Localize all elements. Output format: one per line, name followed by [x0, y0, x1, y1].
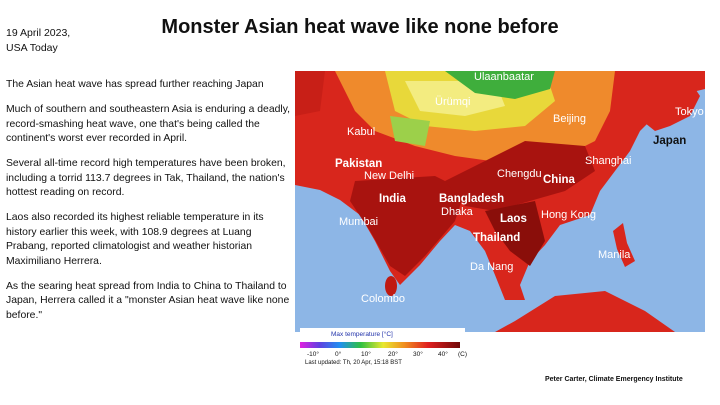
map-label: Pakistan — [335, 158, 382, 170]
map-label: Laos — [500, 213, 527, 225]
map-label: Colombo — [361, 293, 405, 305]
map-label: Manila — [598, 249, 631, 261]
map-label: Ulaanbaatar — [474, 71, 534, 83]
map-label: Beijing — [553, 113, 586, 125]
credit: Peter Carter, Climate Emergency Institut… — [545, 376, 683, 383]
map-label: Bangladesh — [439, 193, 504, 205]
legend-colorbar — [300, 342, 460, 348]
source: USA Today — [6, 42, 58, 54]
map-label: Shanghai — [585, 155, 632, 167]
legend-title: Max temperature [°C] — [331, 330, 393, 338]
color-legend: Max temperature [°C] -10° 0° 10° 20° 30° 40° (… — [300, 328, 467, 368]
map-label: Chengdu — [497, 168, 542, 180]
paragraph: Laos also recorded its highest reliable … — [6, 212, 264, 267]
paragraph: As the searing heat spread from India to… — [6, 280, 290, 321]
map-label: Kabul — [347, 126, 375, 138]
map-area — [295, 71, 705, 332]
map-label: China — [543, 174, 576, 186]
map-label: Hong Kong — [541, 209, 596, 221]
date: 19 April 2023, — [6, 27, 71, 39]
legend-tick: (C) — [458, 351, 467, 358]
map-label: India — [379, 193, 406, 205]
legend-updated: Last updated: Th, 20 Apr, 15:18 BST — [305, 360, 402, 366]
body-text: The Asian heat wave has spread further r… — [6, 78, 291, 334]
map-label: Da Nang — [470, 261, 513, 273]
map-label: Tokyo — [675, 106, 704, 118]
map-label: Mumbai — [339, 216, 378, 228]
map-label: Dhaka — [441, 206, 474, 218]
paragraph: The Asian heat wave has spread further r… — [6, 79, 264, 90]
paragraph: Several all-time record high temperature… — [6, 158, 286, 198]
map-label: Thailand — [473, 232, 520, 244]
legend-tick: 40° — [438, 350, 448, 358]
legend-tick: 0° — [335, 350, 342, 358]
legend-tick: 30° — [413, 350, 423, 358]
heat-map: Ulaanbaatar Ürümqi Beijing Tokyo Japan K… — [295, 71, 705, 368]
legend-tick: 20° — [388, 350, 398, 358]
legend-tick: -10° — [307, 350, 319, 358]
map-labels: Ulaanbaatar Ürümqi Beijing Tokyo Japan K… — [335, 71, 704, 305]
map-label: Ürümqi — [435, 96, 470, 108]
paragraph: Much of southern and southeastern Asia i… — [6, 104, 291, 144]
map-label: New Delhi — [364, 170, 414, 182]
map-label: Japan — [653, 135, 686, 147]
legend-tick: 10° — [361, 350, 371, 358]
title: Monster Asian heat wave like none before — [161, 16, 559, 38]
date-source: 19 April 2023, USA Today — [6, 26, 70, 56]
